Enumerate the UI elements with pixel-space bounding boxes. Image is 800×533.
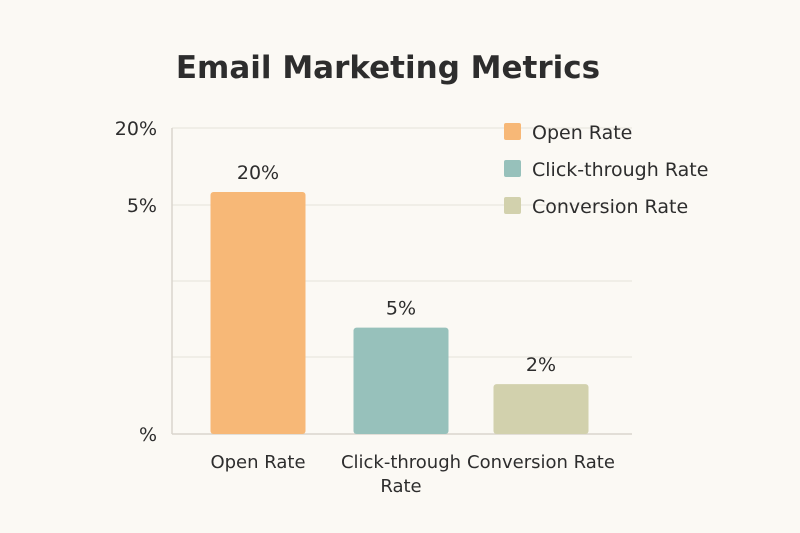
legend: Open Rate Click-through Rate Conversion Ra…	[504, 122, 708, 218]
legend-swatch	[504, 197, 521, 214]
y-axis-ticks: 20% 5%%	[115, 118, 157, 446]
legend-entry: Click-through Rate	[532, 159, 708, 181]
legend-entry: Conversion Rate	[532, 196, 688, 218]
x-tick-label: Click-through	[341, 452, 461, 473]
data-label: 2%	[526, 354, 556, 376]
bar-open-rate	[210, 192, 306, 434]
bar-conversion-rate	[493, 384, 589, 434]
legend-entry: Open Rate	[532, 122, 632, 144]
chart-title: Email Marketing Metrics	[176, 50, 600, 86]
x-tick-label: Open Rate	[210, 452, 305, 473]
data-labels: 20% 5% 2%	[237, 162, 556, 376]
y-tick-label: 5%	[127, 195, 157, 217]
y-tick-label: 20%	[115, 118, 157, 140]
x-tick-label: Rate	[380, 476, 421, 497]
x-axis-labels: Open Rate Click-through Rate Conversion Rat…	[210, 452, 615, 497]
data-label: 5%	[386, 298, 416, 320]
bar-click-through-rate	[353, 327, 449, 434]
legend-swatch	[504, 123, 521, 140]
x-tick-label: Conversion Rate	[467, 452, 615, 473]
bars	[210, 192, 589, 434]
y-tick-label: %	[139, 424, 157, 446]
legend-swatch	[504, 160, 521, 177]
data-label: 20%	[237, 162, 279, 184]
